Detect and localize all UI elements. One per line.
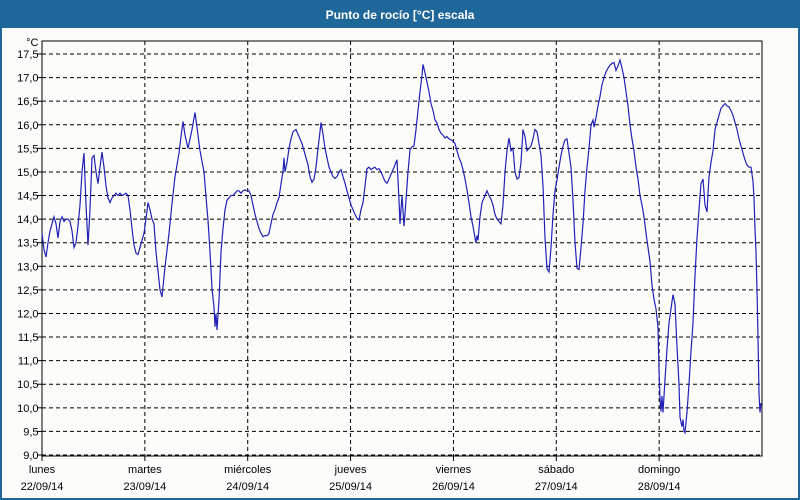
- x-date-label: 25/09/14: [329, 481, 372, 493]
- x-date-label: 26/09/14: [432, 481, 475, 493]
- y-tick-label: 9,5: [23, 426, 38, 438]
- title-bar: Punto de rocío [°C] escala: [2, 2, 798, 28]
- dewpoint-series-line: [41, 58, 762, 435]
- y-tick-label: 17,5: [17, 49, 38, 61]
- y-tick-label: 14,5: [17, 191, 38, 203]
- x-date-label: 23/09/14: [123, 481, 166, 493]
- y-tick-label: 13,5: [17, 238, 38, 250]
- x-date-label: 22/09/14: [21, 481, 64, 493]
- y-tick-label: 17,0: [17, 73, 38, 85]
- y-tick-label: 15,5: [17, 143, 38, 155]
- x-day-label: sábado: [538, 464, 574, 476]
- y-tick-label: 15,0: [17, 167, 38, 179]
- y-tick-label: 13,0: [17, 261, 38, 273]
- y-tick-label: 12,0: [17, 308, 38, 320]
- y-tick-label: 16,5: [17, 96, 38, 108]
- y-tick-label: 11,0: [18, 356, 39, 368]
- y-tick-label: 16,0: [17, 120, 38, 132]
- y-tick-label: 11,5: [18, 332, 39, 344]
- y-axis-unit-label: °C: [26, 37, 38, 49]
- y-tick-label: 10,5: [17, 379, 38, 391]
- x-day-label: domingo: [638, 464, 680, 476]
- x-day-label: viernes: [436, 464, 472, 476]
- y-tick-label: 9,0: [23, 450, 38, 462]
- x-day-label: jueves: [334, 464, 367, 476]
- x-day-label: miércoles: [224, 464, 272, 476]
- x-day-label: martes: [128, 464, 162, 476]
- plot-border: [41, 40, 763, 457]
- y-tick-label: 12,5: [17, 285, 38, 297]
- chart-title: Punto de rocío [°C] escala: [325, 8, 475, 22]
- x-date-label: 27/09/14: [535, 481, 578, 493]
- x-day-label: lunes: [29, 464, 56, 476]
- y-tick-label: 10,0: [17, 403, 38, 415]
- x-date-label: 28/09/14: [638, 481, 681, 493]
- x-date-label: 24/09/14: [226, 481, 269, 493]
- y-tick-label: 14,0: [17, 214, 38, 226]
